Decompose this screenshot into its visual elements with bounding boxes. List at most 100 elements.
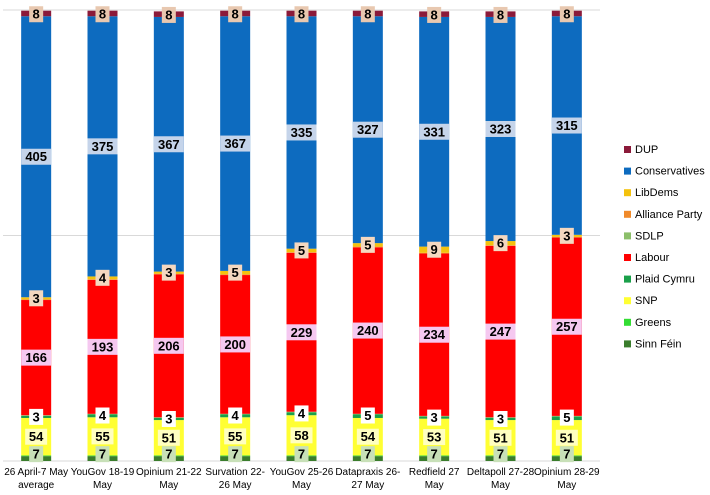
data-label-bg (489, 429, 512, 446)
data-label-plaid-cymru: 3 (493, 410, 508, 427)
data-label-text: 7 (99, 447, 106, 462)
data-label-sinn-fein: 7 (161, 446, 176, 463)
data-label-text: 8 (99, 7, 106, 22)
data-label-bg (360, 407, 375, 424)
data-label-bg (559, 227, 574, 244)
data-label-text: 8 (298, 7, 305, 22)
data-label-text: 166 (25, 350, 47, 365)
data-label-bg (29, 6, 44, 23)
data-label-bg (352, 121, 383, 138)
x-tick-label: Opinium 28-29 May (534, 467, 600, 491)
legend-item-sdlp: SDLP (624, 230, 664, 242)
data-label-bg (161, 446, 176, 463)
data-label-bg (493, 235, 508, 252)
data-label-snp: 51 (157, 429, 180, 446)
data-label-bg (290, 427, 313, 444)
data-label-bg (21, 349, 52, 366)
data-label-bg (360, 6, 375, 23)
data-label-bg (29, 408, 44, 425)
data-label-labour: 257 (551, 318, 582, 335)
data-label-snp: 55 (224, 428, 247, 445)
data-label-text: 4 (99, 270, 107, 285)
data-label-text: 4 (99, 408, 107, 423)
data-label-text: 3 (33, 291, 40, 306)
data-label-bg (95, 269, 110, 286)
legend: DUP Conservatives LibDems Alliance Party SDL… (624, 144, 705, 350)
data-label-dup: 8 (228, 6, 243, 23)
data-label-text: 8 (431, 7, 438, 22)
data-label-text: 5 (298, 243, 305, 258)
data-label-bg (228, 264, 243, 281)
data-label-text: 4 (232, 408, 240, 423)
data-label-plaid-cymru: 5 (360, 407, 375, 424)
data-label-bg (87, 338, 118, 355)
data-label-plaid-cymru: 3 (29, 408, 44, 425)
data-label-plaid-cymru: 3 (427, 409, 442, 426)
data-label-dup: 8 (161, 6, 176, 23)
data-label-labour: 229 (286, 324, 317, 341)
data-label-dup: 8 (493, 6, 508, 23)
data-label-bg (153, 136, 184, 153)
data-label-bg (294, 242, 309, 259)
data-label-labour: 240 (352, 322, 383, 339)
data-label-text: 5 (563, 410, 570, 425)
data-label-bg (493, 6, 508, 23)
data-label-text: 234 (423, 327, 445, 342)
data-label-sinn-fein: 7 (294, 446, 309, 463)
data-label-bg (25, 428, 48, 445)
data-label-bg (161, 6, 176, 23)
data-label-text: 3 (165, 265, 172, 280)
data-label-plaid-cymru: 3 (161, 410, 176, 427)
data-label-dup: 8 (559, 6, 574, 23)
x-tick-label: Survation 22-26 May (205, 467, 264, 491)
legend-label: SDLP (635, 230, 664, 242)
data-label-text: 200 (224, 337, 246, 352)
data-label-bg (95, 446, 110, 463)
data-label-bg (87, 138, 118, 155)
data-label-labour: 247 (485, 323, 516, 340)
x-tick-label: Datapraxis 26-27 May (335, 467, 400, 491)
data-label-text: 8 (497, 7, 504, 22)
legend-label: Labour (635, 252, 670, 264)
data-label-text: 247 (490, 324, 512, 339)
data-label-dup: 8 (360, 6, 375, 23)
data-label-sinn-fein: 7 (360, 446, 375, 463)
data-label-text: 367 (224, 136, 246, 151)
data-label-bg (551, 318, 582, 335)
legend-label: SNP (635, 295, 658, 307)
x-tick-label: Redfield 27 May (409, 467, 460, 491)
legend-swatch (624, 340, 631, 348)
data-label-bg (224, 428, 247, 445)
data-label-bg (551, 117, 582, 134)
data-label-snp: 55 (91, 428, 114, 445)
data-label-bg (419, 123, 450, 140)
legend-item-labour: Labour (624, 252, 670, 264)
data-label-bg (485, 323, 516, 340)
data-label-text: 327 (357, 122, 379, 137)
data-label-text: 3 (497, 411, 504, 426)
data-label-text: 53 (427, 430, 441, 445)
data-label-dup: 8 (29, 6, 44, 23)
data-label-plaid-cymru: 4 (228, 407, 243, 424)
data-label-bg (220, 135, 251, 152)
data-label-text: 5 (232, 265, 239, 280)
data-label-conservatives: 327 (352, 121, 383, 138)
legend-swatch (624, 275, 631, 283)
data-label-bg (356, 428, 379, 445)
legend-label: LibDems (635, 187, 679, 199)
data-label-text: 8 (232, 7, 239, 22)
data-label-sinn-fein: 7 (228, 446, 243, 463)
legend-swatch (624, 254, 631, 261)
data-label-libdems: 3 (559, 227, 574, 244)
data-label-bg (360, 446, 375, 463)
legend-item-plaid-cymru: Plaid Cymru (624, 274, 695, 286)
data-label-text: 6 (497, 236, 504, 251)
data-label-text: 7 (364, 447, 371, 462)
data-label-bg (95, 407, 110, 424)
data-label-text: 229 (291, 325, 313, 340)
legend-label: Plaid Cymru (635, 274, 695, 286)
data-label-snp: 58 (290, 427, 313, 444)
legend-label: Alliance Party (635, 209, 703, 221)
